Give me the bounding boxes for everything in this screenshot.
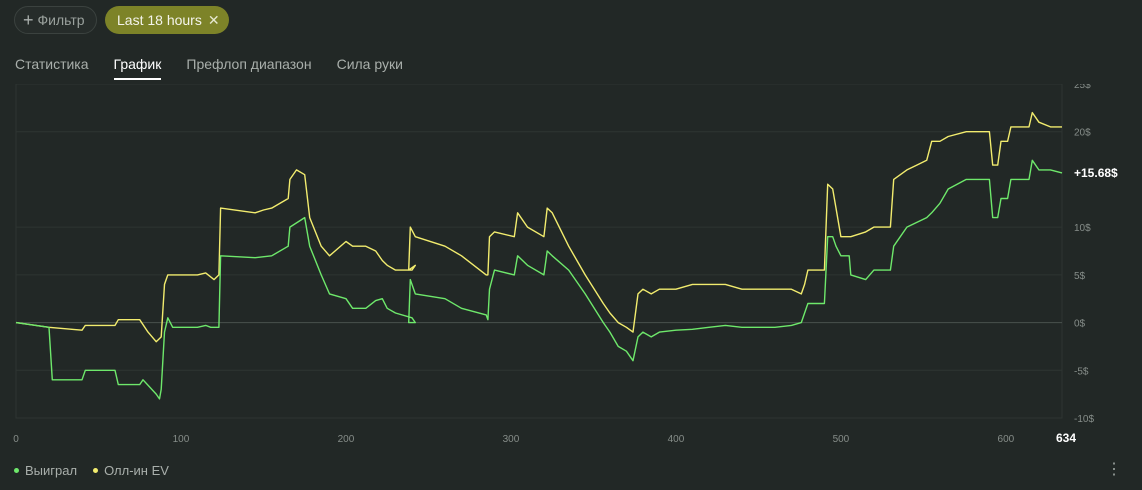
- x-tick-label: 300: [503, 434, 520, 445]
- profit-chart: 25$ 20$ 10$ 5$ 0$ -5$ -10$ 0 100 200 300 400 500 600 6…: [13, 84, 1118, 445]
- filter-label: Фильтр: [37, 12, 85, 28]
- x-tick-label: 0: [13, 434, 19, 445]
- tab-bar: Статистика График Префлоп диапазон Сила …: [15, 56, 428, 80]
- won-dot-icon: [14, 468, 19, 473]
- plot-border: [15, 84, 1063, 419]
- time-filter-chip[interactable]: Last 18 hours ✕: [105, 6, 229, 34]
- tab-hand-strength[interactable]: Сила руки: [336, 56, 403, 72]
- y-tick-label: -5$: [1074, 366, 1089, 377]
- tab-graph[interactable]: График: [113, 56, 162, 80]
- allin-ev-dot-icon: [93, 468, 99, 473]
- x-tick-label: 400: [668, 434, 685, 445]
- tab-preflop-range[interactable]: Префлоп диапазон: [186, 56, 312, 72]
- legend-allin-ev-label: Олл-ин EV: [104, 463, 169, 478]
- tab-statistics[interactable]: Статистика: [15, 56, 89, 72]
- legend-item-allin-ev[interactable]: Олл-ин EV: [93, 463, 169, 478]
- x-tick-label: 600: [998, 434, 1015, 445]
- chart-legend: Выиграл Олл-ин EV: [14, 463, 185, 478]
- close-icon[interactable]: ✕: [207, 11, 220, 28]
- y-tick-label: 20$: [1074, 128, 1091, 139]
- x-tick-label: 200: [338, 434, 355, 445]
- x-tick-label: 100: [173, 434, 190, 445]
- y-tick-label: 0$: [1074, 319, 1086, 330]
- plus-icon: +: [23, 10, 34, 30]
- add-filter-button[interactable]: + Фильтр: [14, 6, 97, 34]
- legend-item-won[interactable]: Выиграл: [14, 463, 77, 478]
- x-tick-label: 500: [833, 434, 850, 445]
- y-tick-label: 25$: [1074, 84, 1091, 91]
- y-tick-label: 10$: [1074, 223, 1091, 234]
- legend-won-label: Выиграл: [25, 463, 78, 478]
- y-tick-label: 5$: [1074, 271, 1086, 282]
- series-line-won: [15, 159, 1063, 400]
- series-line-allin-ev: [15, 111, 1062, 343]
- more-options-icon[interactable]: ⋮: [1106, 461, 1122, 478]
- final-value-label: +15.68$: [1074, 166, 1118, 180]
- time-filter-label: Last 18 hours: [117, 12, 202, 28]
- y-tick-label: -10$: [1074, 414, 1094, 425]
- x-end-label: 634: [1056, 431, 1076, 445]
